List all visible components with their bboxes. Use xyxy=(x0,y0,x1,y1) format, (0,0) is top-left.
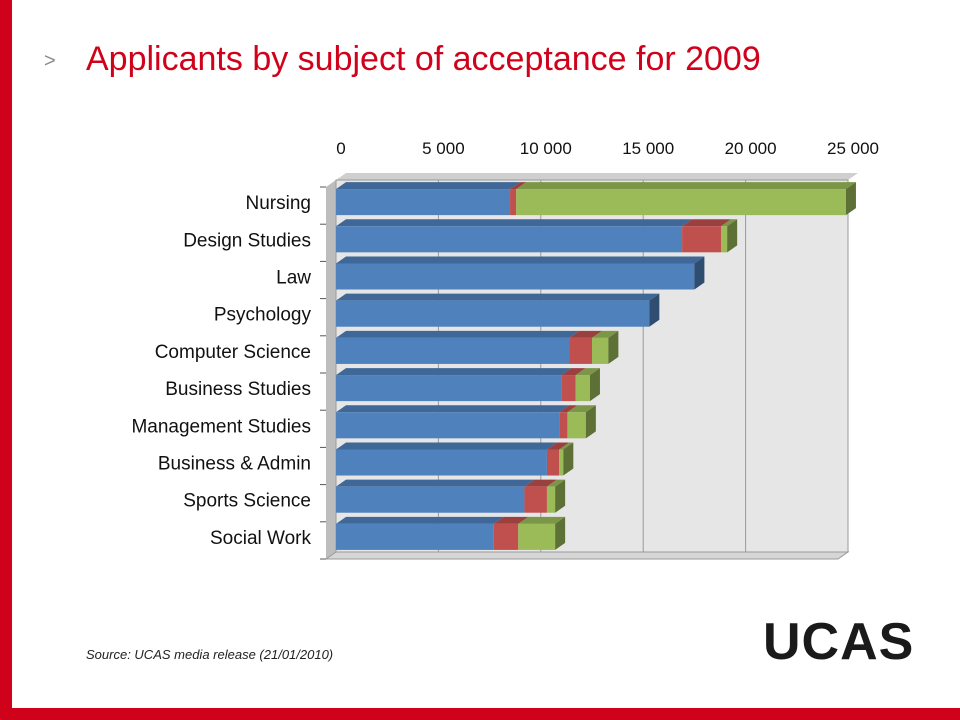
bar-segment xyxy=(336,226,683,253)
bar-top-face xyxy=(559,405,578,413)
bar-top-face xyxy=(336,405,570,413)
bar-segment xyxy=(546,486,556,513)
bar-top-face xyxy=(336,479,535,487)
bar-segment xyxy=(721,226,728,253)
category-label: Business Studies xyxy=(165,379,311,400)
bar-segment xyxy=(336,449,547,476)
bar-top-face xyxy=(561,368,586,376)
x-tick-label: 0 xyxy=(336,139,345,158)
bar-segment xyxy=(510,189,517,216)
bar-segment xyxy=(569,337,592,364)
bar-segment xyxy=(567,412,586,439)
bar-segment xyxy=(561,375,576,402)
category-label: Management Studies xyxy=(131,416,311,437)
bar-segment xyxy=(493,523,519,550)
bar-top-face xyxy=(510,182,527,190)
bar-top-face xyxy=(592,330,619,338)
bar-segment xyxy=(524,486,547,513)
bar-top-face xyxy=(567,405,596,413)
bottom-accent-band xyxy=(0,708,960,720)
x-tick-label: 10 000 xyxy=(520,139,572,158)
bar-segment xyxy=(336,486,525,513)
bar-top-face xyxy=(336,442,557,450)
chevron-icon: > xyxy=(44,50,56,72)
bar-top-face xyxy=(575,368,600,376)
bar-top-face xyxy=(336,293,660,301)
bar-top-face xyxy=(336,219,693,227)
bar-end-face xyxy=(555,479,566,513)
x-tick-label: 5 000 xyxy=(422,139,465,158)
bar-segment xyxy=(336,300,650,327)
bar-top-face xyxy=(569,330,602,338)
bar-top-face xyxy=(336,330,580,338)
category-label: Design Studies xyxy=(183,230,311,251)
bar-end-face xyxy=(845,182,856,216)
bar-end-face xyxy=(694,256,705,290)
category-label: Nursing xyxy=(246,193,311,214)
x-tick-label: 25 000 xyxy=(827,139,879,158)
category-label: Law xyxy=(276,268,311,289)
bar-segment xyxy=(559,412,568,439)
bar-top-face xyxy=(559,442,574,450)
bar-segment xyxy=(336,375,562,402)
category-label: Sports Science xyxy=(183,491,311,512)
bar-end-face xyxy=(589,368,600,402)
bar-end-face xyxy=(585,405,596,439)
bar-top-face xyxy=(336,256,705,264)
category-label: Social Work xyxy=(210,528,312,549)
bar-segment xyxy=(336,523,494,550)
x-tick-label: 15 000 xyxy=(622,139,674,158)
bar-end-face xyxy=(563,442,574,476)
bar-segment xyxy=(682,226,722,253)
plot-side-wall xyxy=(326,180,336,559)
category-label: Business & Admin xyxy=(158,454,311,475)
bar-segment xyxy=(592,337,609,364)
category-label: Computer Science xyxy=(155,342,311,363)
bar-segment xyxy=(336,412,560,439)
bar-segment xyxy=(546,449,560,476)
bar-top-face xyxy=(336,182,521,190)
bar-end-face xyxy=(608,330,619,364)
plot-top-wall xyxy=(336,173,858,180)
bar-segment xyxy=(518,523,556,550)
bar-top-face xyxy=(721,219,738,227)
bar-segment xyxy=(336,337,570,364)
bar-top-face xyxy=(682,219,732,227)
bar-segment xyxy=(559,449,564,476)
plot-floor xyxy=(324,551,850,560)
left-accent-band xyxy=(0,0,12,720)
bar-top-face xyxy=(518,516,566,524)
bar-top-face xyxy=(516,182,856,190)
source-note: Source: UCAS media release (21/01/2010) xyxy=(86,647,334,662)
bar-top-face xyxy=(336,516,504,524)
bar-segment xyxy=(336,189,511,216)
bar-segment xyxy=(575,375,590,402)
bar-top-face xyxy=(493,516,529,524)
bar-segment xyxy=(516,189,846,216)
bar-end-face xyxy=(555,516,566,550)
bar-top-face xyxy=(524,479,557,487)
slide-title: Applicants by subject of acceptance for … xyxy=(86,40,761,78)
bar-end-face xyxy=(727,219,738,253)
x-tick-label: 20 000 xyxy=(725,139,777,158)
bar-top-face xyxy=(546,479,566,487)
bar-top-face xyxy=(336,368,572,376)
bar-segment xyxy=(336,263,695,290)
category-label: Psychology xyxy=(214,305,312,326)
ucas-logo: UCAS xyxy=(763,613,915,671)
bar-top-face xyxy=(546,442,570,450)
bar-end-face xyxy=(649,293,660,327)
